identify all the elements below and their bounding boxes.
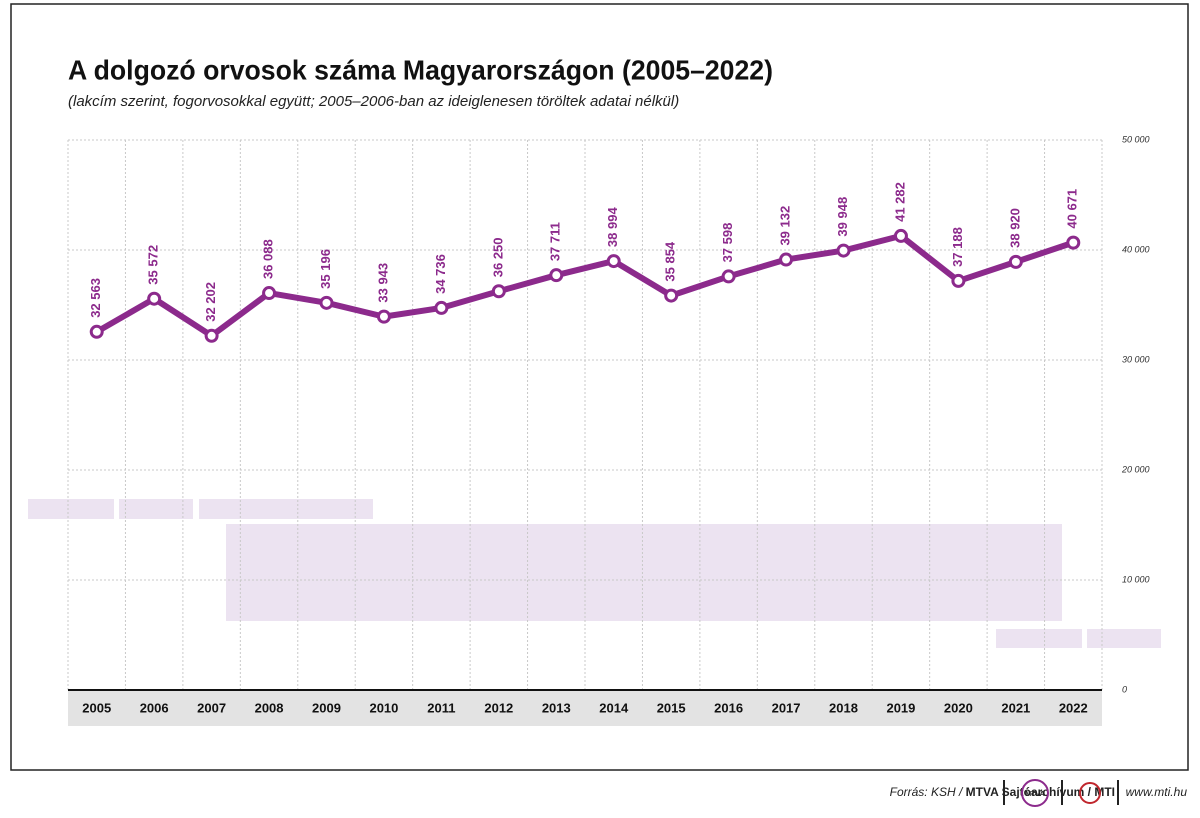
- point: [549, 268, 564, 283]
- data-label: 36 250: [490, 237, 505, 277]
- chart-subtitle: (lakcím szerint, fogorvosokkal együtt; 2…: [68, 93, 679, 110]
- x-tick-label: 2018: [829, 700, 858, 715]
- x-tick-label: 2006: [140, 700, 169, 715]
- data-label: 38 994: [605, 207, 620, 248]
- x-tick-label: 2007: [197, 700, 226, 715]
- y-tick-label: 10 000: [1122, 574, 1150, 584]
- point: [434, 300, 449, 315]
- data-label: 38 920: [1007, 208, 1022, 248]
- point: [893, 228, 908, 243]
- category-band: [68, 691, 1102, 726]
- point: [262, 286, 277, 301]
- point: [951, 273, 966, 288]
- point: [721, 269, 736, 284]
- logo-mark: [1079, 782, 1101, 804]
- point: [147, 291, 162, 306]
- x-tick-label: 2022: [1059, 700, 1088, 715]
- logo: MTVA: [1025, 791, 1044, 798]
- data-label: 37 598: [720, 223, 735, 263]
- point: [779, 252, 794, 267]
- x-tick-label: 2014: [599, 700, 629, 715]
- source-prefix: Forrás: KSH /: [890, 785, 964, 799]
- data-label: 35 854: [663, 241, 678, 282]
- x-tick-label: 2015: [657, 700, 686, 715]
- chart-title: A dolgozó orvosok száma Magyarországon (…: [68, 54, 773, 85]
- url: www.mti.hu: [1126, 785, 1188, 799]
- point: [1066, 235, 1081, 250]
- x-tick-label: 2010: [369, 700, 398, 715]
- data-label: 39 132: [777, 206, 792, 246]
- x-tick-label: 2011: [427, 700, 455, 715]
- data-label: 39 948: [835, 197, 850, 237]
- source-bold: MTVA Sajtóarchívum / MTI: [966, 785, 1115, 799]
- x-tick-label: 2020: [944, 700, 973, 715]
- line: [95, 232, 1075, 339]
- y-tick-label: 50 000: [1122, 134, 1150, 144]
- point: [204, 328, 219, 343]
- data-label: 37 188: [950, 227, 965, 267]
- x-tick-label: 2016: [714, 700, 743, 715]
- x-tick-label: 2009: [312, 700, 341, 715]
- point: [319, 295, 334, 310]
- point: [89, 324, 104, 339]
- x-tick-label: 2021: [1001, 700, 1030, 715]
- data-label: 35 196: [318, 249, 333, 289]
- x-tick-label: 2013: [542, 700, 571, 715]
- logo-circle: [1021, 779, 1049, 807]
- y-tick-label: 20 000: [1121, 464, 1150, 474]
- data-label: 40 671: [1065, 189, 1080, 229]
- point: [491, 284, 506, 299]
- x-tick-label: 2012: [484, 700, 513, 715]
- source: Forrás: KSH / MTVA Sajtóarchívum / MTI: [890, 785, 1115, 799]
- y-tick-label: 30 000: [1122, 354, 1150, 364]
- x-tick-label: 2017: [772, 700, 801, 715]
- data-label: 32 202: [203, 282, 218, 322]
- data-label: 35 572: [146, 245, 161, 285]
- data-label: 33 943: [375, 263, 390, 303]
- frame: [10, 3, 1189, 771]
- y-tick-label: 0: [1122, 684, 1127, 694]
- point: [836, 243, 851, 258]
- decoration: [28, 499, 1161, 648]
- data-label: 32 563: [88, 278, 103, 318]
- data-label: 36 088: [260, 239, 275, 279]
- point: [606, 254, 621, 269]
- point: [376, 309, 391, 324]
- x-tick-label: 2005: [82, 700, 111, 715]
- point: [664, 288, 679, 303]
- data-label: 37 711: [548, 222, 563, 261]
- data-label: 34 736: [433, 254, 448, 294]
- x-tick-label: 2008: [255, 700, 284, 715]
- point: [1008, 254, 1023, 269]
- data-label: 41 282: [892, 182, 907, 222]
- x-tick-label: 2019: [886, 700, 915, 715]
- y-tick-label: 40 000: [1122, 244, 1150, 254]
